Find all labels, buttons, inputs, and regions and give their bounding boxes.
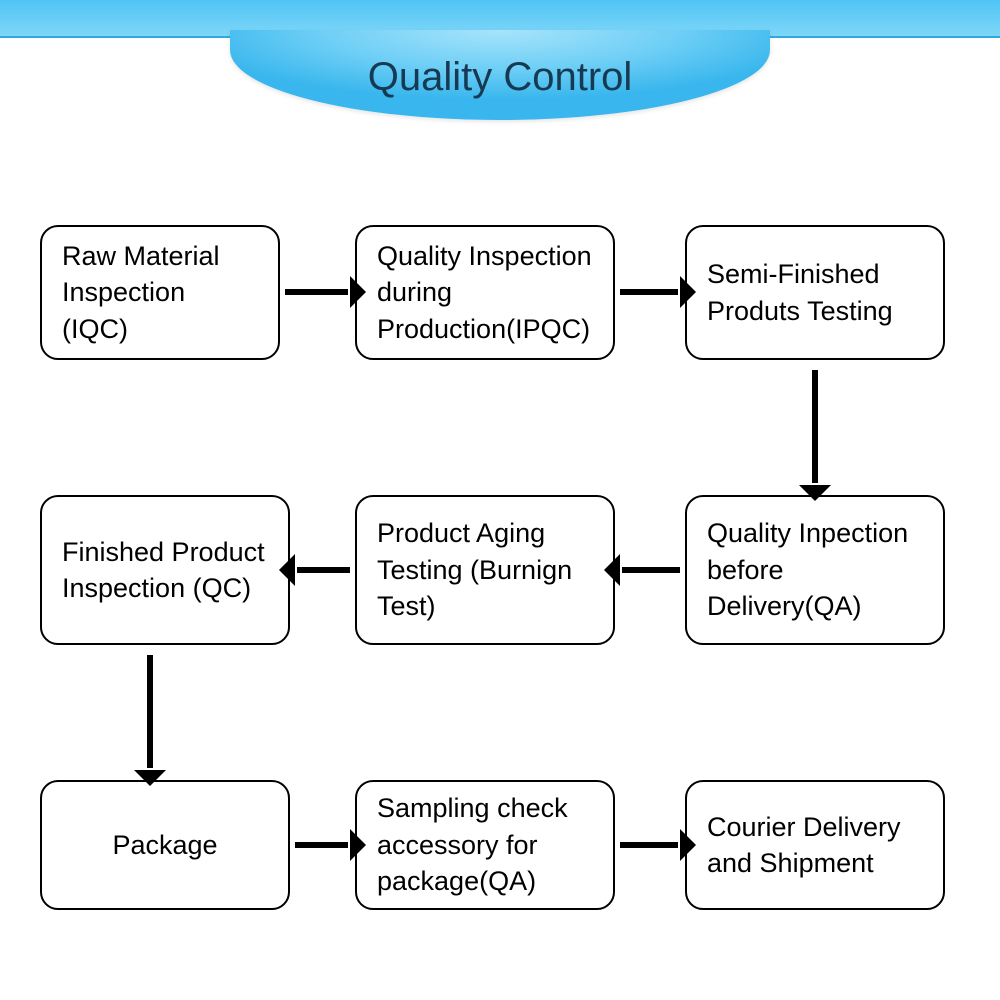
flow-arrow-n2-n3 <box>600 272 700 312</box>
flow-node-n4: Quality Inpection before Delivery(QA) <box>685 495 945 645</box>
page-title: Quality Control <box>0 55 1000 100</box>
flow-arrow-n3-n4 <box>795 350 835 505</box>
flow-arrow-n8-n9 <box>600 825 700 865</box>
flow-node-n5: Product Aging Testing (Burnign Test) <box>355 495 615 645</box>
flow-arrow-n4-n5 <box>600 550 700 590</box>
flow-arrow-n7-n8 <box>275 825 370 865</box>
flow-arrow-n1-n2 <box>265 272 370 312</box>
flow-node-n2: Quality Inspection during Production(IPQ… <box>355 225 615 360</box>
flow-node-n7: Package <box>40 780 290 910</box>
flow-node-n6: Finished Product Inspection (QC) <box>40 495 290 645</box>
flow-arrow-n5-n6 <box>275 550 370 590</box>
flow-node-n3: Semi-Finished Produts Testing <box>685 225 945 360</box>
flow-node-n9: Courier Delivery and Shipment <box>685 780 945 910</box>
flow-node-n1: Raw Material Inspection (IQC) <box>40 225 280 360</box>
flow-node-n8: Sampling check accessory for package(QA) <box>355 780 615 910</box>
flow-arrow-n6-n7 <box>130 635 170 790</box>
